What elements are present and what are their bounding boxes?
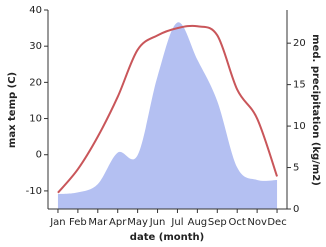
y-tick-label: 10 <box>29 114 42 125</box>
y-tick-label: 30 <box>29 41 42 52</box>
y-tick-label: 40 <box>29 5 42 16</box>
x-tick-label: Sep <box>208 217 227 228</box>
x-tick-label: Oct <box>229 217 246 228</box>
y2-axis-label: med. precipitation (kg/m2) <box>310 34 321 186</box>
x-tick-label: Feb <box>69 217 87 228</box>
x-tick-label: Jan <box>49 217 65 228</box>
x-tick-label: Aug <box>188 217 208 228</box>
x-tick-label: Nov <box>247 217 267 228</box>
x-tick-label: Dec <box>267 217 286 228</box>
temp-line <box>57 24 278 194</box>
x-tick-label: Mar <box>88 217 108 228</box>
y2-tick-label: 10 <box>293 121 306 132</box>
y-tick-label: 20 <box>29 77 42 88</box>
x-tick-label: Jul <box>170 217 183 228</box>
x-tick-label: Jun <box>149 217 166 228</box>
x-axis-label: date (month) <box>130 232 204 243</box>
y2-tick-label: 0 <box>293 204 299 215</box>
y2-tick-label: 5 <box>293 163 299 174</box>
x-tick-label: Apr <box>109 217 127 228</box>
y-tick-label: 0 <box>36 150 42 161</box>
y-tick-label: -10 <box>26 186 42 197</box>
precipitation-area <box>57 22 278 209</box>
y2-tick-label: 20 <box>293 38 306 49</box>
y-axis-label: max temp (C) <box>7 72 18 148</box>
y2-tick-label: 15 <box>293 80 306 91</box>
x-tick-label: May <box>127 217 148 228</box>
